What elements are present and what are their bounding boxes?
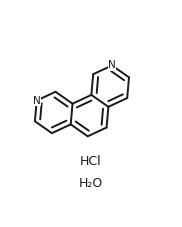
Text: H₂O: H₂O [79, 177, 103, 190]
Text: N: N [33, 96, 41, 106]
Text: N: N [108, 60, 116, 70]
Text: HCl: HCl [80, 155, 102, 168]
